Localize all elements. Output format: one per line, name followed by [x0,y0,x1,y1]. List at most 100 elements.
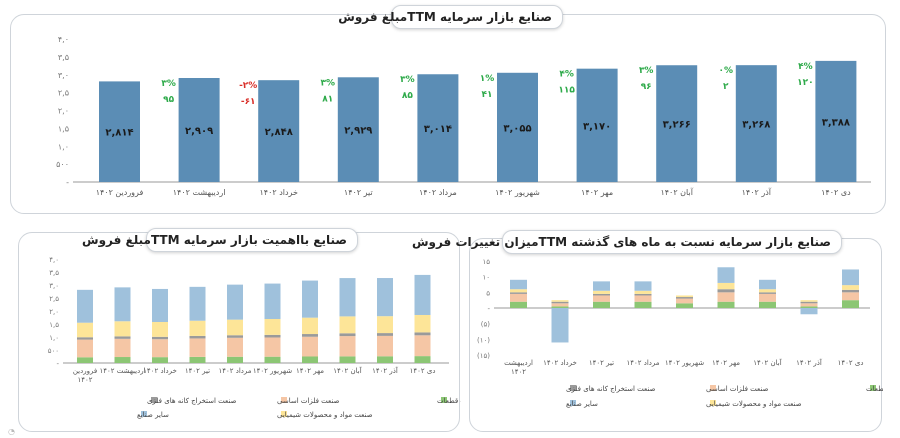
stacked-bar-segment [676,298,693,304]
stacked-bar-segment [152,339,168,358]
stacked-bar-segment [593,295,610,302]
change-pct-label: -۲% [239,81,257,91]
stacked-bar-segment [339,278,356,317]
top-chart-svg: ۴,۰ ۳,۵ ۳,۰ ۲,۵ ۲,۰ ۱,۵ ۱,۰ ۵۰۰ - ۲,۸۱۴ فروردین ۱۴… [56,35,871,197]
stacked-bar-segment [302,334,318,337]
stacked-bar-segment [189,335,206,339]
x-tick-label: آذر ۱۴۰۲ [742,187,772,197]
stacked-bar-segment [551,301,569,304]
stacked-bar-segment [842,292,859,301]
bar-value-label: ۲,۸۴۸ [265,127,293,138]
stacked-bar-segment [634,290,652,294]
top-chart-title: صنایع بازار سرمایه TTMمبلغ فروش [338,5,563,29]
x-tick-label: شهریور ۱۴۰۲ [495,188,540,197]
stacked-bar-segment [264,283,281,320]
stacked-bar-segment [227,284,243,320]
x-tick-label: مهر ۱۴۰۲ [296,367,324,375]
y-tick-label: ۵۰۰ [56,160,69,169]
x-tick-label: تیر ۱۴۰۲ [185,367,210,375]
stacked-bar-segment [114,321,131,337]
x-tick-label: مرداد ۱۴۰۲ [218,367,251,375]
stacked-bar-segment [189,356,206,363]
stacked-bar-segment [551,306,569,308]
legend-label: صنعت استخراج کانه های فلزی [566,385,656,393]
x-tick-label: آبان ۱۴۰۲ [333,366,362,375]
legend-swatch [281,397,287,403]
bar-value-label: ۳,۲۶۶ [663,120,691,131]
y-tick-label: (۵) [481,321,490,329]
y-tick-label: ۱,۰ [49,334,59,342]
change-abs-label: ۹۶ [641,82,652,92]
stacked-bar-segment [717,292,735,302]
x-tick-label-line2: ۱۴۰۲ [511,368,526,376]
stacked-bar-segment [152,321,168,337]
x-tick-label-line2: ۱۴۰۲ [77,376,92,384]
stacked-bar-segment [339,356,356,363]
stacked-bar-segment [800,306,818,308]
stacked-bar-segment [717,267,735,283]
bar [337,77,379,182]
y-tick-label: - [487,305,490,313]
bar [576,68,618,182]
x-tick-label: مرداد ۱۴۰۲ [419,188,457,197]
stacked-bar-segment [717,301,735,308]
y-tick-label: ۳,۰ [49,282,59,290]
stacked-bar-segment [114,336,131,339]
stacked-bar-segment [551,303,569,307]
legend-swatch [570,385,576,391]
x-tick-label: خرداد ۱۴۰۲ [543,359,577,367]
stacked-bar-segment [227,319,243,336]
legend-label: صنعت فلزات اساسی [277,397,340,405]
stacked-bar-segment [414,314,431,333]
change-pct-label: ۳% [161,79,176,89]
legend-label: صنعت خودرو و ساخت قطعات [866,385,883,393]
y-tick-label: ۳,۵ [49,269,59,277]
stacked-bar-segment [634,293,652,296]
y-tick-label: ۱,۵ [49,321,59,329]
legend-swatch [441,397,447,403]
legend-label: صنعت فلزات اساسی [706,385,769,393]
legend-swatch [570,400,576,406]
stacked-bar-segment [189,286,206,321]
bar-value-label: ۲,۹۲۹ [344,126,372,137]
x-tick-label: آذر ۱۴۰۲ [796,358,823,367]
x-tick-label: خرداد ۱۴۰۲ [143,367,177,375]
stacked-bar-segment [377,278,393,317]
stacked-bar-segment [759,292,776,294]
legend-label: صنعت استخراج کانه های فلزی [147,397,237,405]
change-pct-label: ۰% [719,66,734,76]
stacked-bar-segment [676,295,693,298]
top-chart-panel: ۴,۰ ۳,۵ ۳,۰ ۲,۵ ۲,۰ ۱,۵ ۱,۰ ۵۰۰ - ۲,۸۱۴ فروردین ۱۴… [10,14,886,214]
stacked-bar-segment [302,356,318,363]
change-pct-label: ۴% [798,62,813,72]
change-abs-label: ۱۲۰ [797,78,813,88]
stacked-bar-segment [759,279,776,290]
stacked-bar-segment [800,308,818,315]
stacked-bar-segment [339,316,356,334]
stacked-bar-segment [114,287,131,322]
stacked-bar-segment [676,303,693,308]
y-tick-label: (۱۵) [477,352,490,360]
bar-value-label: ۲,۸۱۴ [105,128,133,139]
x-tick-label-line1: اردیبهشت [504,359,533,367]
bar-value-label: ۲,۹۰۹ [185,126,213,137]
stacked-bar-segment [152,336,168,340]
stacked-bar-segment [77,289,93,323]
x-tick-label: مهر ۱۴۰۲ [712,359,740,367]
y-tick-label: ۱۵ [482,258,490,266]
stacked-bar-segment [593,301,610,308]
bar-value-label: ۳,۰۵۵ [503,123,531,134]
stacked-bar-segment [717,289,735,293]
y-tick-label: ۲,۰ [58,107,69,116]
stacked-bar-segment [377,316,393,334]
x-tick-label: دی ۱۴۰۲ [410,367,436,375]
change-pct-label: ۳% [639,66,654,76]
bar [497,72,538,182]
x-tick-label: تیر ۱۴۰۲ [589,359,614,367]
stacked-bar-segment [114,338,131,358]
y-tick-label: - [56,360,59,368]
stacked-bar-segment [759,289,776,293]
x-tick-label-line1: فروردین [73,367,97,375]
change-abs-label: ۸۱ [322,94,333,104]
x-tick-label: دی ۱۴۰۲ [821,188,851,197]
